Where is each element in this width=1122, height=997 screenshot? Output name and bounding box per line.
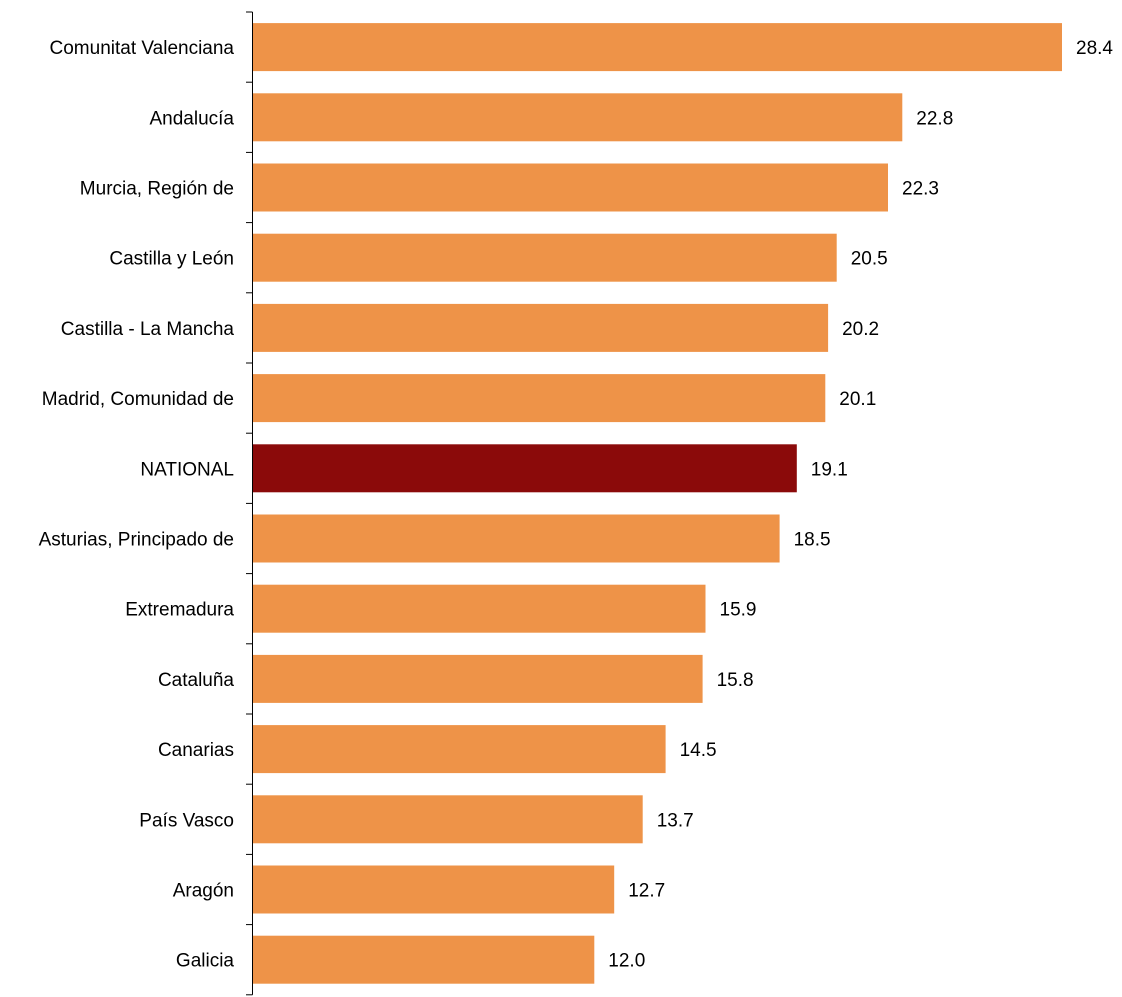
value-label-murcia-region-de: 22.3: [902, 179, 939, 200]
category-label-pais-vasco: País Vasco: [139, 810, 234, 831]
category-label-andalucia: Andalucía: [149, 108, 234, 129]
category-label-aragon: Aragón: [173, 881, 234, 902]
bar-andalucia: [252, 93, 903, 142]
value-label-castilla-y-leon: 20.5: [851, 249, 888, 270]
value-label-asturias-principado-de: 18.5: [794, 530, 831, 551]
value-labels-group: 28.4 22.8 22.3 20.5 20.2 20.1 19.1 18.5 15.9 15.8…: [608, 38, 1113, 972]
bar-asturias-principado-de: [252, 514, 780, 563]
bar-aragon: [252, 865, 615, 914]
bar-castilla-la-mancha: [252, 303, 829, 352]
category-label-galicia: Galicia: [176, 951, 235, 972]
bar-canarias: [252, 725, 666, 774]
value-label-extremadura: 15.9: [720, 600, 757, 621]
value-label-castilla-la-mancha: 20.2: [842, 319, 879, 340]
value-label-madrid-comunidad-de: 20.1: [839, 389, 876, 410]
bars-group: [252, 23, 1062, 984]
bar-pais-vasco: [252, 795, 643, 844]
value-label-pais-vasco: 13.7: [657, 810, 694, 831]
bar-comunitat-valenciana: [252, 23, 1062, 72]
value-label-galicia: 12.0: [608, 951, 645, 972]
value-label-canarias: 14.5: [680, 740, 717, 761]
category-label-murcia-region-de: Murcia, Región de: [80, 179, 234, 200]
category-label-castilla-la-mancha: Castilla - La Mancha: [61, 319, 235, 340]
bar-national: [252, 444, 797, 493]
value-label-comunitat-valenciana: 28.4: [1076, 38, 1113, 59]
category-label-cataluna: Cataluña: [158, 670, 234, 691]
category-label-castilla-y-leon: Castilla y León: [109, 249, 234, 270]
bar-castilla-y-leon: [252, 233, 837, 282]
bar-cataluna: [252, 654, 703, 703]
bar-murcia-region-de: [252, 163, 888, 212]
category-label-extremadura: Extremadura: [125, 600, 234, 621]
value-label-national: 19.1: [811, 459, 848, 480]
category-label-madrid-comunidad-de: Madrid, Comunidad de: [42, 389, 234, 410]
bar-galicia: [252, 935, 595, 984]
category-labels-group: Comunitat Valenciana Andalucía Murcia, Reg…: [39, 38, 235, 972]
category-label-asturias-principado-de: Asturias, Principado de: [39, 530, 234, 551]
value-label-cataluna: 15.8: [717, 670, 754, 691]
value-label-andalucia: 22.8: [916, 108, 953, 129]
category-label-national: NATIONAL: [140, 459, 234, 480]
category-label-canarias: Canarias: [158, 740, 234, 761]
category-axis: [246, 11, 253, 996]
bar-madrid-comunidad-de: [252, 374, 826, 423]
value-label-aragon: 12.7: [628, 881, 665, 902]
category-label-comunitat-valenciana: Comunitat Valenciana: [50, 38, 235, 59]
bar-extremadura: [252, 584, 706, 633]
